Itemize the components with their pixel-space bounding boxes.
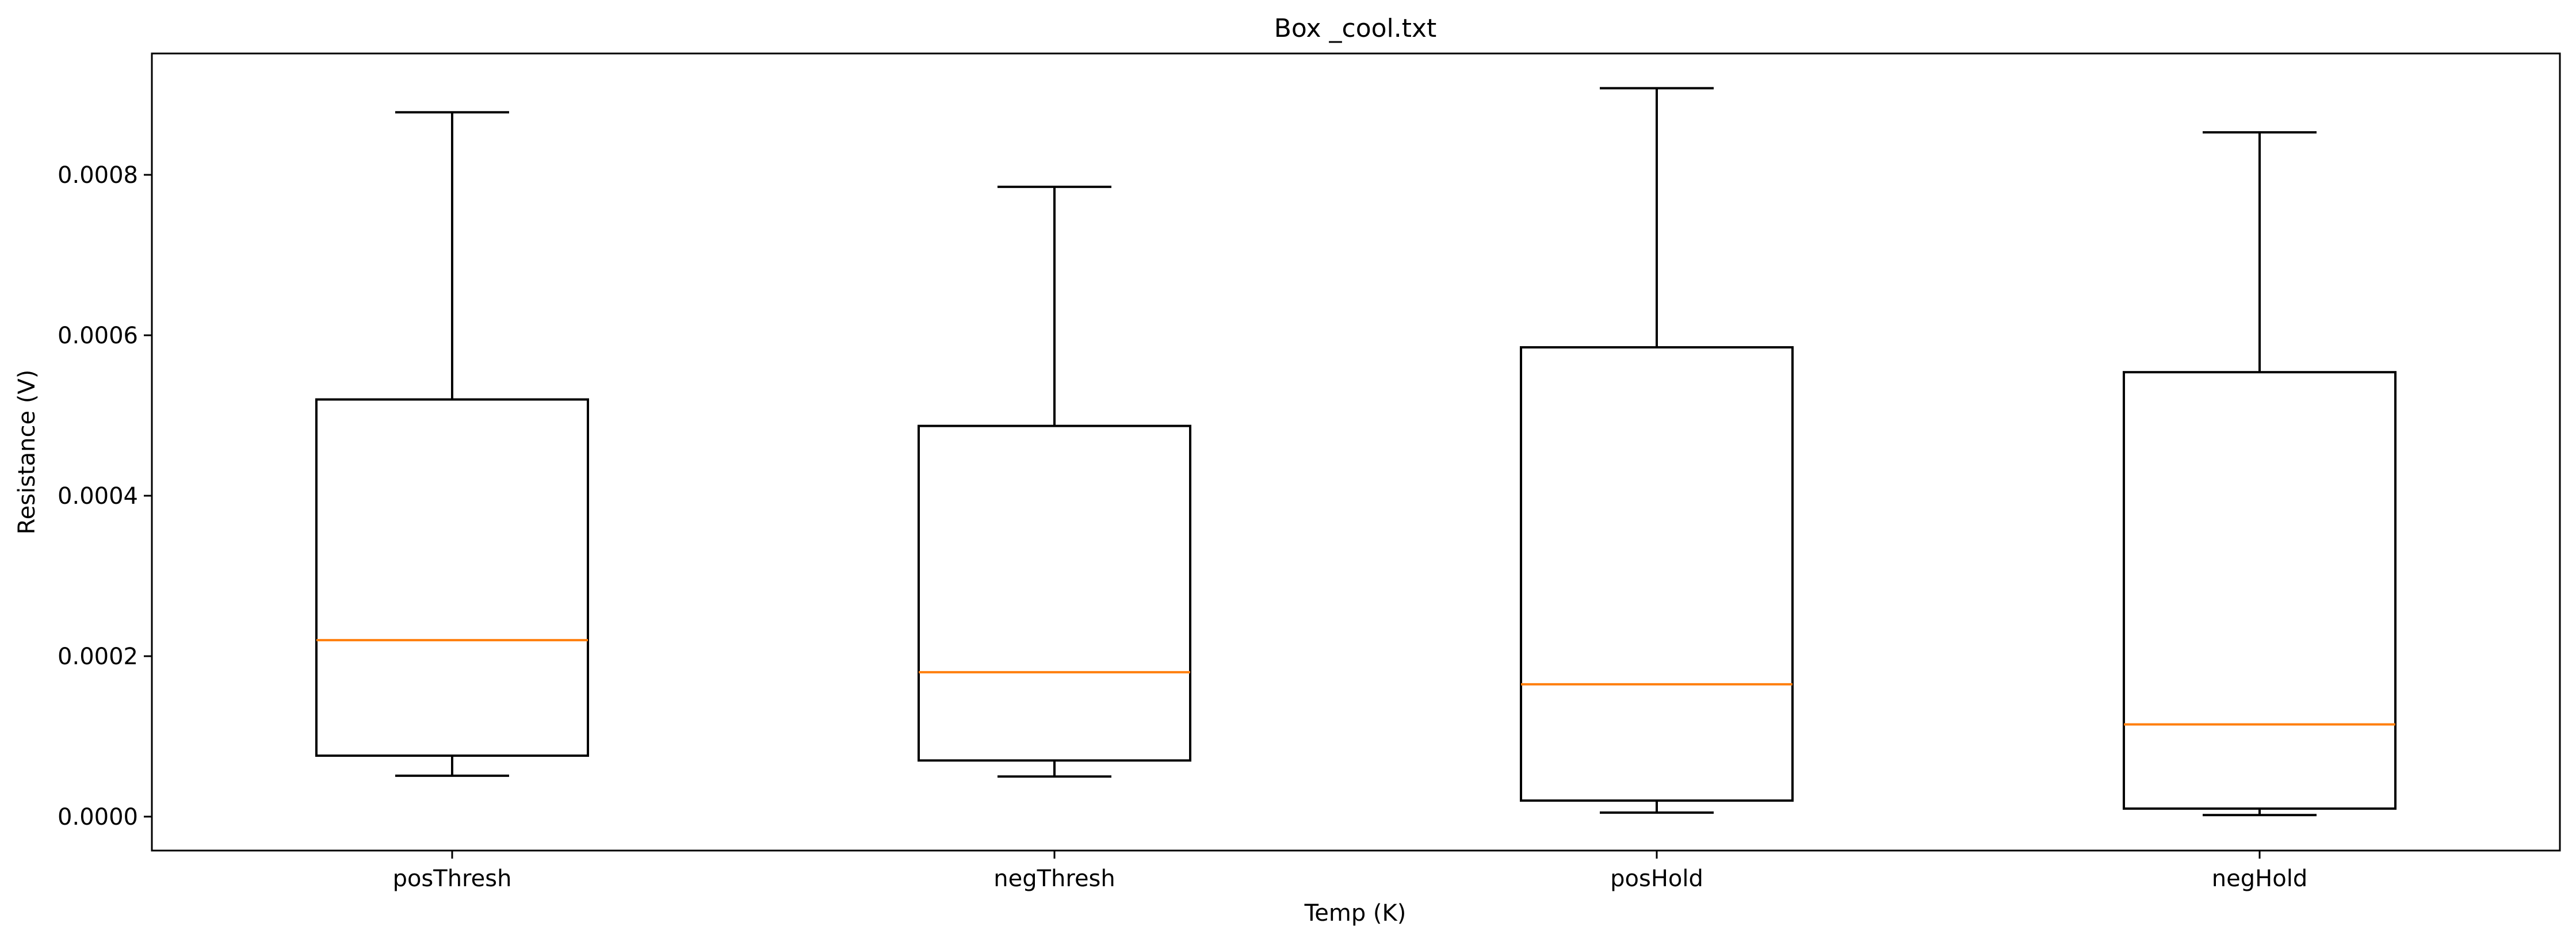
plot-area: 0.0000 0.0002 0.0004 0.0006 0.0008 posThresh n… xyxy=(58,87,2397,892)
plot-frame xyxy=(151,52,2561,852)
box-negHold xyxy=(2123,371,2397,810)
y-tick-label: 0.0002 xyxy=(58,644,138,670)
x-tick-label: posThresh xyxy=(393,866,512,892)
chart-title: Box _cool.txt xyxy=(1274,14,1437,43)
box-negThresh xyxy=(918,424,1191,762)
x-tick-label: negThresh xyxy=(993,866,1115,892)
x-axis-label: Temp (K) xyxy=(1304,900,1407,926)
x-tick-label: posHold xyxy=(1610,866,1703,892)
box-posThresh xyxy=(315,398,589,757)
y-tick-label: 0.0008 xyxy=(58,162,138,189)
y-tick-label: 0.0004 xyxy=(58,483,138,510)
y-tick-label: 0.0006 xyxy=(58,323,138,349)
y-tick-label: 0.0000 xyxy=(58,804,138,830)
y-axis-label: Resistance (V) xyxy=(14,370,40,535)
box-posHold xyxy=(1520,346,1794,802)
x-tick-label: negHold xyxy=(2212,866,2307,892)
